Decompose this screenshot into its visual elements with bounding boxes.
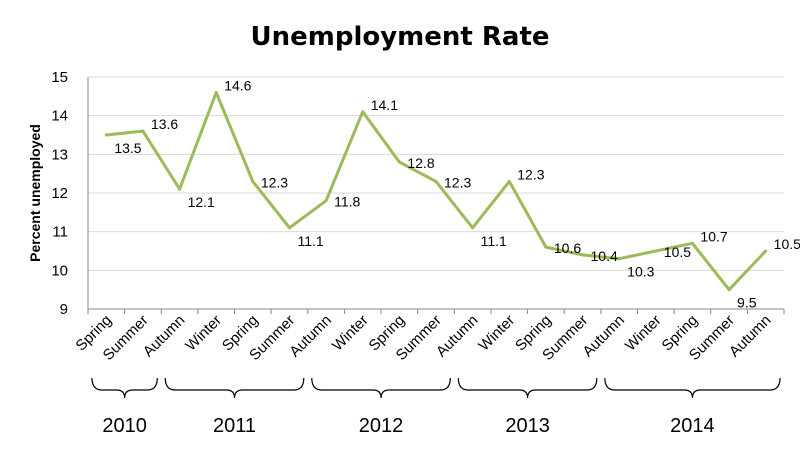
data-label: 11.1 [297, 233, 323, 249]
data-labels: 13.5 13.6 12.1 14.6 12.3 11.1 11.8 14.1 12.8 12.3… [114, 77, 800, 310]
data-label: 12.3 [444, 174, 471, 190]
data-label: 13.5 [114, 140, 141, 156]
data-point [324, 199, 328, 203]
data-point [214, 90, 218, 94]
data-point [471, 226, 475, 230]
data-point [690, 241, 694, 245]
data-label: 11.1 [481, 233, 507, 249]
data-label: 14.1 [371, 97, 398, 113]
data-label: 9.5 [737, 295, 757, 311]
data-point [654, 249, 658, 253]
year-brace [457, 377, 598, 399]
x-tick-label: Autumn [726, 312, 775, 361]
data-label: 12.3 [517, 166, 544, 182]
y-axis-label: Percent unemployed [27, 124, 43, 262]
year-label: 2014 [670, 415, 715, 437]
data-point [287, 226, 291, 230]
data-label: 12.3 [261, 174, 288, 190]
y-tick-label: 13 [51, 146, 68, 163]
data-point [251, 179, 255, 183]
y-tick-labels: 9 10 11 12 13 14 15 [51, 69, 68, 318]
axes [87, 77, 785, 314]
year-label: 2013 [505, 415, 550, 437]
year-brace [604, 377, 781, 399]
x-tick-label: Winter [329, 312, 372, 355]
data-label: 10.5 [774, 236, 800, 252]
data-label: 10.6 [554, 240, 581, 256]
x-tick-label: Autumn [433, 312, 482, 361]
year-label: 2012 [359, 415, 404, 437]
year-brace [164, 377, 305, 399]
data-label: 14.6 [224, 77, 251, 93]
data-label: 10.5 [664, 244, 691, 260]
data-label: 11.8 [334, 194, 360, 210]
data-label: 12.1 [188, 194, 215, 210]
gridlines [88, 76, 784, 271]
data-point [544, 245, 548, 249]
x-tick-label: Autumn [140, 312, 189, 361]
series-layer [104, 90, 768, 292]
data-label: 13.6 [151, 116, 178, 132]
y-tick-label: 10 [51, 262, 68, 279]
data-point [141, 129, 145, 133]
year-groups: 2010 2011 2012 2013 2014 [91, 377, 781, 437]
data-point [361, 110, 365, 114]
series-line [106, 91, 767, 292]
data-point [617, 257, 621, 261]
y-tick-label: 9 [60, 301, 68, 318]
data-label: 10.4 [591, 248, 618, 264]
data-label: 10.3 [627, 264, 654, 280]
chart-title: Unemployment Rate [250, 22, 549, 52]
data-point [507, 179, 511, 183]
x-tick-labels: SpringSummerAutumnWinterSpringSummerAutu… [72, 312, 774, 364]
year-label: 2010 [102, 415, 147, 437]
x-tick-label: Autumn [286, 312, 335, 361]
data-point [581, 253, 585, 257]
y-tick-label: 15 [51, 69, 68, 86]
year-label: 2011 [213, 415, 256, 437]
year-brace [311, 377, 451, 399]
data-point [764, 249, 768, 253]
data-point [104, 133, 108, 137]
data-point [397, 160, 401, 164]
x-tick-label: Winter [475, 312, 518, 355]
year-brace [91, 377, 158, 399]
data-label: 12.8 [407, 155, 434, 171]
x-tick-label: Autumn [579, 312, 628, 361]
x-tick-label: Winter [182, 312, 225, 355]
data-label: 10.7 [700, 228, 727, 244]
data-point [727, 288, 731, 292]
y-tick-label: 14 [51, 108, 68, 125]
y-tick-label: 11 [52, 224, 68, 241]
data-point [434, 179, 438, 183]
data-point [178, 187, 182, 191]
x-tick-label: Winter [622, 312, 665, 355]
y-tick-label: 12 [51, 185, 68, 202]
